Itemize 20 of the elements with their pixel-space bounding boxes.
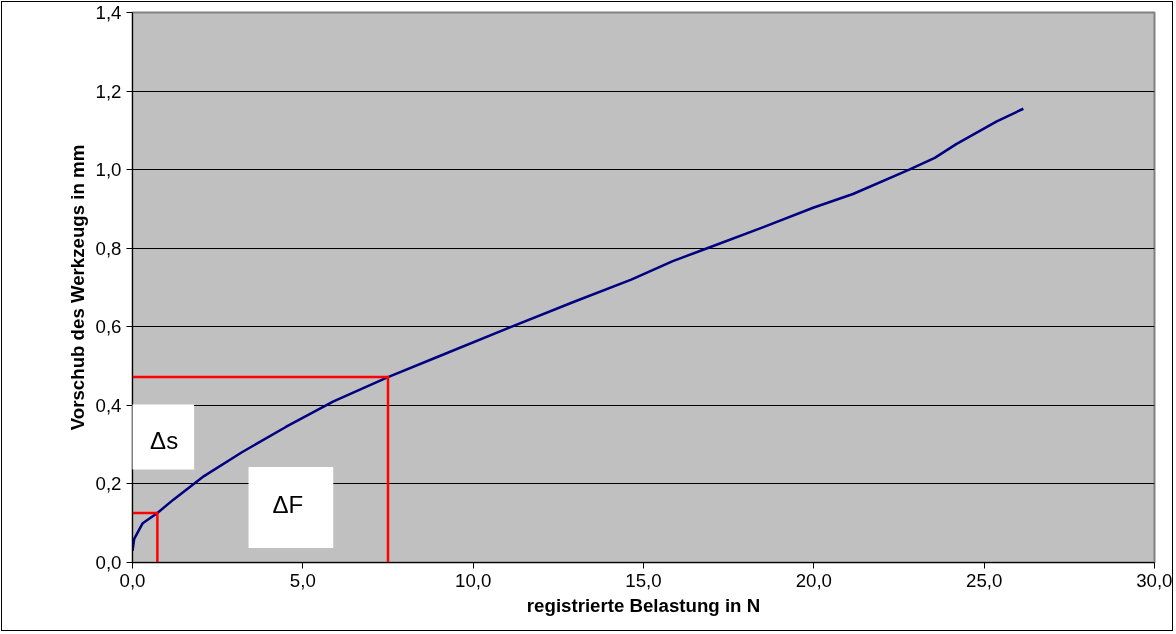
y-tick-label: 0,0 (95, 552, 122, 573)
y-axis-title: Vorschub des Werkzeugs in mm (66, 144, 88, 431)
y-tick-label: 1,4 (95, 2, 122, 23)
annotation: Δs (150, 426, 179, 454)
x-tick-label: 30,0 (1136, 569, 1173, 591)
y-tick-label: 0,4 (95, 394, 122, 416)
y-tick-label: 1,2 (95, 80, 122, 102)
y-tick-label: 0,8 (95, 237, 122, 259)
y-tick-label: 1,0 (95, 159, 122, 181)
line-series (132, 107, 1025, 552)
x-axis-title: registrierte Belastung in N (526, 594, 761, 616)
x-tick-label: 10,0 (455, 569, 492, 591)
x-tick-label: 5,0 (289, 569, 316, 591)
y-tick-label: 0,2 (95, 473, 122, 495)
annotation: ΔF (272, 491, 304, 518)
y-tick-label: 0,6 (95, 316, 122, 338)
x-tick-label: 15,0 (625, 569, 662, 591)
x-tick-label: 25,0 (966, 569, 1003, 591)
x-tick-label: 0,0 (119, 569, 146, 591)
x-tick-label: 20,0 (795, 569, 832, 591)
